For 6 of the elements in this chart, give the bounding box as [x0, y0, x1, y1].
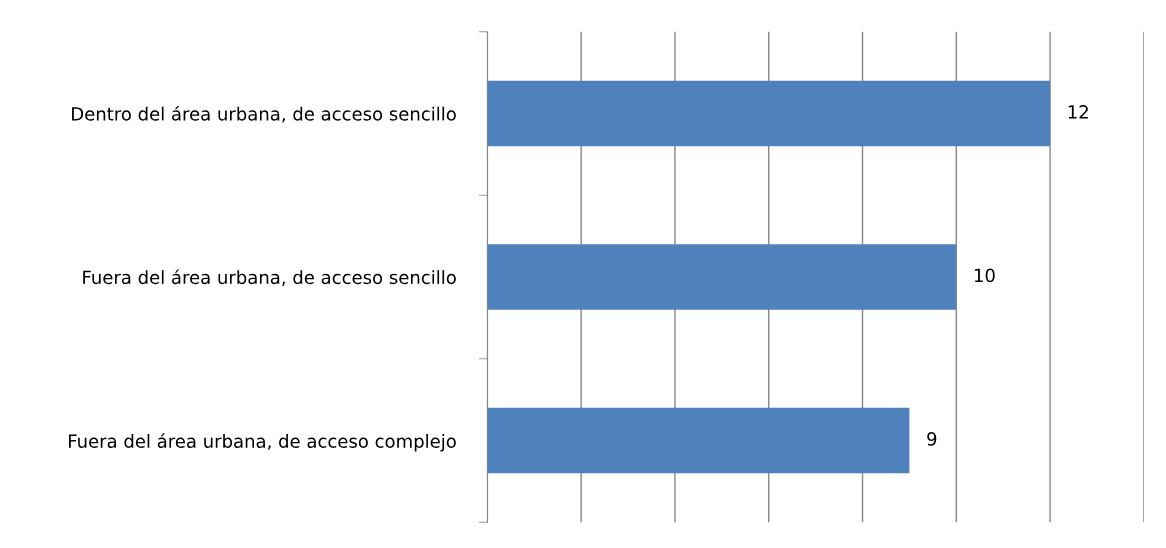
y-tick-label: Dentro del área urbana, de acceso sencillo	[72, 105, 456, 123]
data-label: 10	[974, 268, 995, 283]
y-tick-label: Fuera del área urbana, de acceso complejo	[68, 433, 456, 452]
y-tick-label: Fuera del área urbana, de acceso sencillo	[83, 269, 456, 286]
data-label: 9	[927, 432, 937, 446]
data-label: 12	[1068, 105, 1088, 119]
